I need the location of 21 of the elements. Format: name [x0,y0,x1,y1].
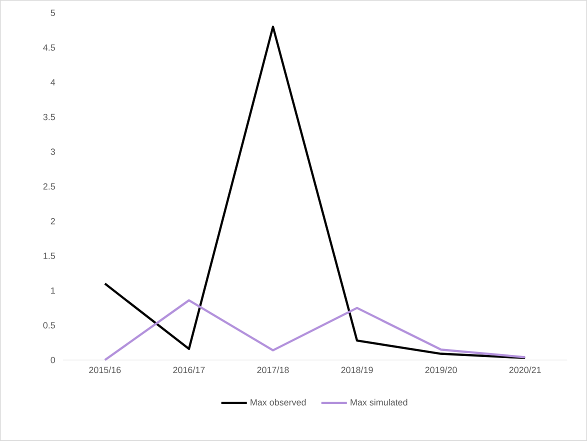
y-tick-label: 4.5 [43,44,55,51]
y-tick-label: 4 [50,79,56,86]
y-tick-label: 1.5 [44,252,55,260]
line-series [104,299,526,362]
y-tick-label: 1 [51,288,55,294]
y-tick-label: 2.5 [43,183,55,190]
y-tick-label: 5 [50,10,55,16]
x-tick-label: 2020/21 [509,366,541,374]
x-tick-label: 2019/20 [425,366,457,374]
y-tick-label: 0.5 [43,322,55,329]
x-tick-label: 2015/16 [89,366,121,374]
y-tick-label: 0 [50,356,56,364]
y-tick-label: 3.5 [43,114,55,120]
legend-label: Max observed [250,398,306,406]
y-tick-label: 2 [50,218,55,224]
line-series [104,26,526,360]
y-tick-label: 3 [50,148,55,155]
x-tick-label: 2016/17 [173,366,205,374]
x-tick-label: 2017/18 [257,366,289,374]
x-tick-label: 2018/19 [341,366,373,374]
legend-label: Max simulated [350,398,408,406]
